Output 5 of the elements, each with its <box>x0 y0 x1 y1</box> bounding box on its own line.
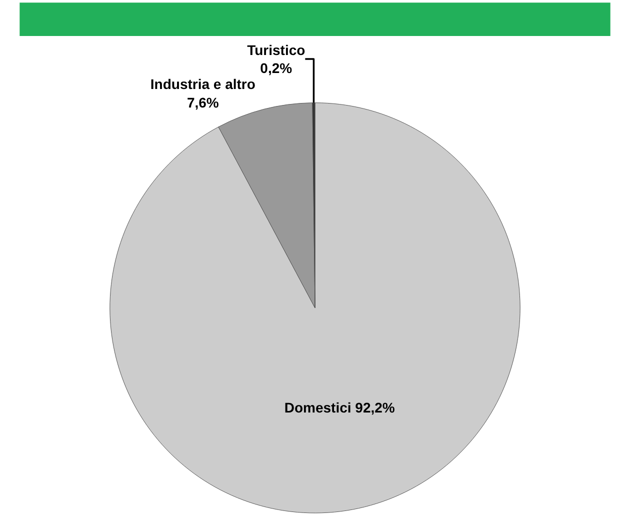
slice-label: Domestici 92,2% <box>284 399 396 416</box>
slice-label: Turistico <box>247 42 306 58</box>
data-label: 0,2% <box>260 60 293 76</box>
slice-label: Industria e altro <box>150 76 256 92</box>
data-label: 7,6% <box>186 94 220 110</box>
